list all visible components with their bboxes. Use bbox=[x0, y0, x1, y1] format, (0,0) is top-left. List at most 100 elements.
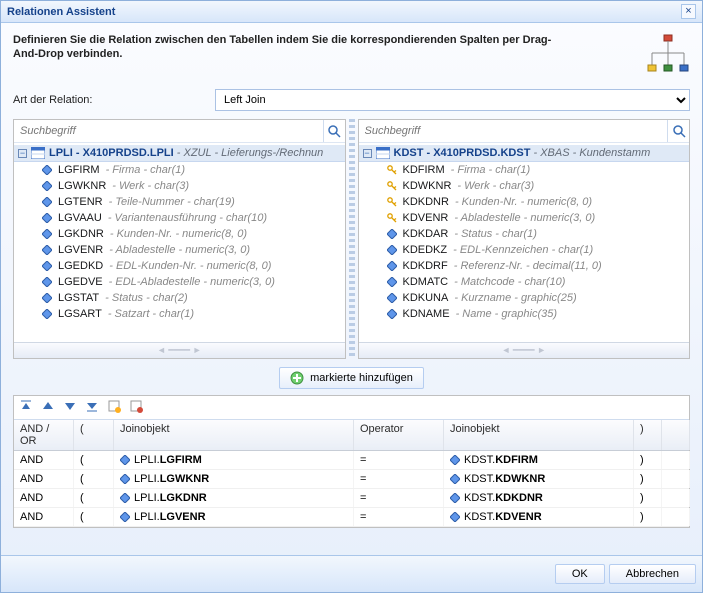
left-panel: − LPLI - X410PRDSD.LPLI - XZUL - Lieferu… bbox=[13, 119, 346, 359]
left-table-root[interactable]: − LPLI - X410PRDSD.LPLI - XZUL - Lieferu… bbox=[14, 145, 345, 162]
new-row-icon[interactable] bbox=[106, 398, 122, 417]
relation-type-row: Art der Relation: Left Join bbox=[1, 83, 702, 119]
field-row[interactable]: LGSART - Satzart - char(1) bbox=[14, 306, 345, 322]
ok-button[interactable]: OK bbox=[555, 564, 605, 584]
field-icon bbox=[42, 245, 52, 255]
cell-close[interactable]: ) bbox=[634, 508, 662, 526]
field-icon bbox=[387, 245, 397, 255]
field-row[interactable]: KDEDKZ - EDL-Kennzeichen - char(1) bbox=[359, 242, 690, 258]
cell-joinleft[interactable]: LPLI.LGWKNR bbox=[114, 470, 354, 488]
delete-row-icon[interactable] bbox=[128, 398, 144, 417]
field-name: LGSART bbox=[58, 308, 102, 320]
dialog-window: Relationen Assistent × Definieren Sie di… bbox=[0, 0, 703, 593]
cell-andor[interactable]: AND bbox=[14, 508, 74, 526]
collapse-icon[interactable]: − bbox=[363, 149, 372, 158]
cell-andor[interactable]: AND bbox=[14, 451, 74, 469]
field-icon bbox=[42, 213, 52, 223]
field-icon bbox=[120, 493, 130, 503]
field-meta: - Status - char(2) bbox=[105, 292, 188, 304]
field-row[interactable]: LGEDVE - EDL-Abladestelle - numeric(3, 0… bbox=[14, 274, 345, 290]
window-title: Relationen Assistent bbox=[7, 6, 115, 18]
add-selected-button[interactable]: markierte hinzufügen bbox=[279, 367, 424, 389]
col-open: ( bbox=[74, 420, 114, 450]
cell-joinright[interactable]: KDST.KDWKNR bbox=[444, 470, 634, 488]
field-meta: - EDL-Kunden-Nr. - numeric(8, 0) bbox=[109, 260, 271, 272]
conditions-grid: AND / OR ( Joinobjekt Operator Joinobjek… bbox=[13, 395, 690, 528]
field-row[interactable]: KDMATC - Matchcode - char(10) bbox=[359, 274, 690, 290]
cell-joinleft[interactable]: LPLI.LGKDNR bbox=[114, 489, 354, 507]
cell-open[interactable]: ( bbox=[74, 470, 114, 488]
field-row[interactable]: KDWKNR - Werk - char(3) bbox=[359, 178, 690, 194]
field-name: KDWKNR bbox=[403, 180, 452, 192]
field-row[interactable]: KDKDAR - Status - char(1) bbox=[359, 226, 690, 242]
cell-joinright[interactable]: KDST.KDKDNR bbox=[444, 489, 634, 507]
search-icon[interactable] bbox=[667, 120, 689, 142]
cell-andor[interactable]: AND bbox=[14, 489, 74, 507]
field-row[interactable]: LGVAAU - Variantenausführung - char(10) bbox=[14, 210, 345, 226]
field-row[interactable]: KDNAME - Name - graphic(35) bbox=[359, 306, 690, 322]
cell-operator[interactable]: = bbox=[354, 508, 444, 526]
cell-andor[interactable]: AND bbox=[14, 470, 74, 488]
field-row[interactable]: KDKDNR - Kunden-Nr. - numeric(8, 0) bbox=[359, 194, 690, 210]
right-table-root[interactable]: − KDST - X410PRDSD.KDST - XBAS - Kundens… bbox=[359, 145, 690, 162]
left-scrollbar[interactable]: ◄ ━━━━ ► bbox=[14, 342, 345, 358]
right-panel: − KDST - X410PRDSD.KDST - XBAS - Kundens… bbox=[358, 119, 691, 359]
field-meta: - Werk - char(3) bbox=[457, 180, 534, 192]
move-down-icon[interactable] bbox=[62, 398, 78, 417]
field-icon bbox=[450, 455, 460, 465]
key-icon bbox=[387, 197, 397, 207]
field-meta: - Variantenausführung - char(10) bbox=[108, 212, 267, 224]
field-row[interactable]: LGVENR - Abladestelle - numeric(3, 0) bbox=[14, 242, 345, 258]
field-meta: - Referenz-Nr. - decimal(11, 0) bbox=[454, 260, 602, 272]
cell-operator[interactable]: = bbox=[354, 470, 444, 488]
cancel-button[interactable]: Abbrechen bbox=[609, 564, 696, 584]
cell-open[interactable]: ( bbox=[74, 451, 114, 469]
condition-row[interactable]: AND(LPLI.LGKDNR=KDST.KDKDNR) bbox=[14, 489, 689, 508]
add-icon bbox=[290, 371, 304, 385]
field-meta: - Werk - char(3) bbox=[112, 180, 189, 192]
relation-type-label: Art der Relation: bbox=[13, 94, 203, 106]
field-row[interactable]: LGWKNR - Werk - char(3) bbox=[14, 178, 345, 194]
condition-row[interactable]: AND(LPLI.LGFIRM=KDST.KDFIRM) bbox=[14, 451, 689, 470]
condition-row[interactable]: AND(LPLI.LGVENR=KDST.KDVENR) bbox=[14, 508, 689, 527]
description-row: Definieren Sie die Relation zwischen den… bbox=[1, 23, 702, 83]
cell-joinleft[interactable]: LPLI.LGVENR bbox=[114, 508, 354, 526]
cell-operator[interactable]: = bbox=[354, 451, 444, 469]
field-row[interactable]: KDKDRF - Referenz-Nr. - decimal(11, 0) bbox=[359, 258, 690, 274]
cell-joinright[interactable]: KDST.KDFIRM bbox=[444, 451, 634, 469]
left-search-input[interactable] bbox=[14, 120, 323, 142]
cell-close[interactable]: ) bbox=[634, 451, 662, 469]
panel-splitter[interactable] bbox=[349, 119, 355, 359]
field-row[interactable]: LGKDNR - Kunden-Nr. - numeric(8, 0) bbox=[14, 226, 345, 242]
cell-joinleft[interactable]: LPLI.LGFIRM bbox=[114, 451, 354, 469]
cell-operator[interactable]: = bbox=[354, 489, 444, 507]
move-up-icon[interactable] bbox=[40, 398, 56, 417]
right-scrollbar[interactable]: ◄ ━━━━ ► bbox=[359, 342, 690, 358]
field-row[interactable]: KDVENR - Abladestelle - numeric(3, 0) bbox=[359, 210, 690, 226]
field-name: KDKDAR bbox=[403, 228, 449, 240]
field-row[interactable]: LGSTAT - Status - char(2) bbox=[14, 290, 345, 306]
field-icon bbox=[42, 261, 52, 271]
condition-row[interactable]: AND(LPLI.LGWKNR=KDST.KDWKNR) bbox=[14, 470, 689, 489]
right-search-input[interactable] bbox=[359, 120, 668, 142]
cell-joinright[interactable]: KDST.KDVENR bbox=[444, 508, 634, 526]
field-row[interactable]: LGEDKD - EDL-Kunden-Nr. - numeric(8, 0) bbox=[14, 258, 345, 274]
field-row[interactable]: KDFIRM - Firma - char(1) bbox=[359, 162, 690, 178]
field-row[interactable]: LGFIRM - Firma - char(1) bbox=[14, 162, 345, 178]
move-top-icon[interactable] bbox=[18, 398, 34, 417]
search-icon[interactable] bbox=[323, 120, 345, 142]
collapse-icon[interactable]: − bbox=[18, 149, 27, 158]
field-name: KDFIRM bbox=[403, 164, 445, 176]
close-icon[interactable]: × bbox=[681, 4, 696, 19]
field-row[interactable]: KDKUNA - Kurzname - graphic(25) bbox=[359, 290, 690, 306]
field-row[interactable]: LGTENR - Teile-Nummer - char(19) bbox=[14, 194, 345, 210]
relation-type-select[interactable]: Left Join bbox=[215, 89, 690, 111]
cell-close[interactable]: ) bbox=[634, 470, 662, 488]
cell-open[interactable]: ( bbox=[74, 508, 114, 526]
table-icon bbox=[376, 147, 390, 159]
cell-close[interactable]: ) bbox=[634, 489, 662, 507]
field-meta: - Abladestelle - numeric(3, 0) bbox=[109, 244, 250, 256]
cell-open[interactable]: ( bbox=[74, 489, 114, 507]
move-bottom-icon[interactable] bbox=[84, 398, 100, 417]
field-icon bbox=[387, 261, 397, 271]
